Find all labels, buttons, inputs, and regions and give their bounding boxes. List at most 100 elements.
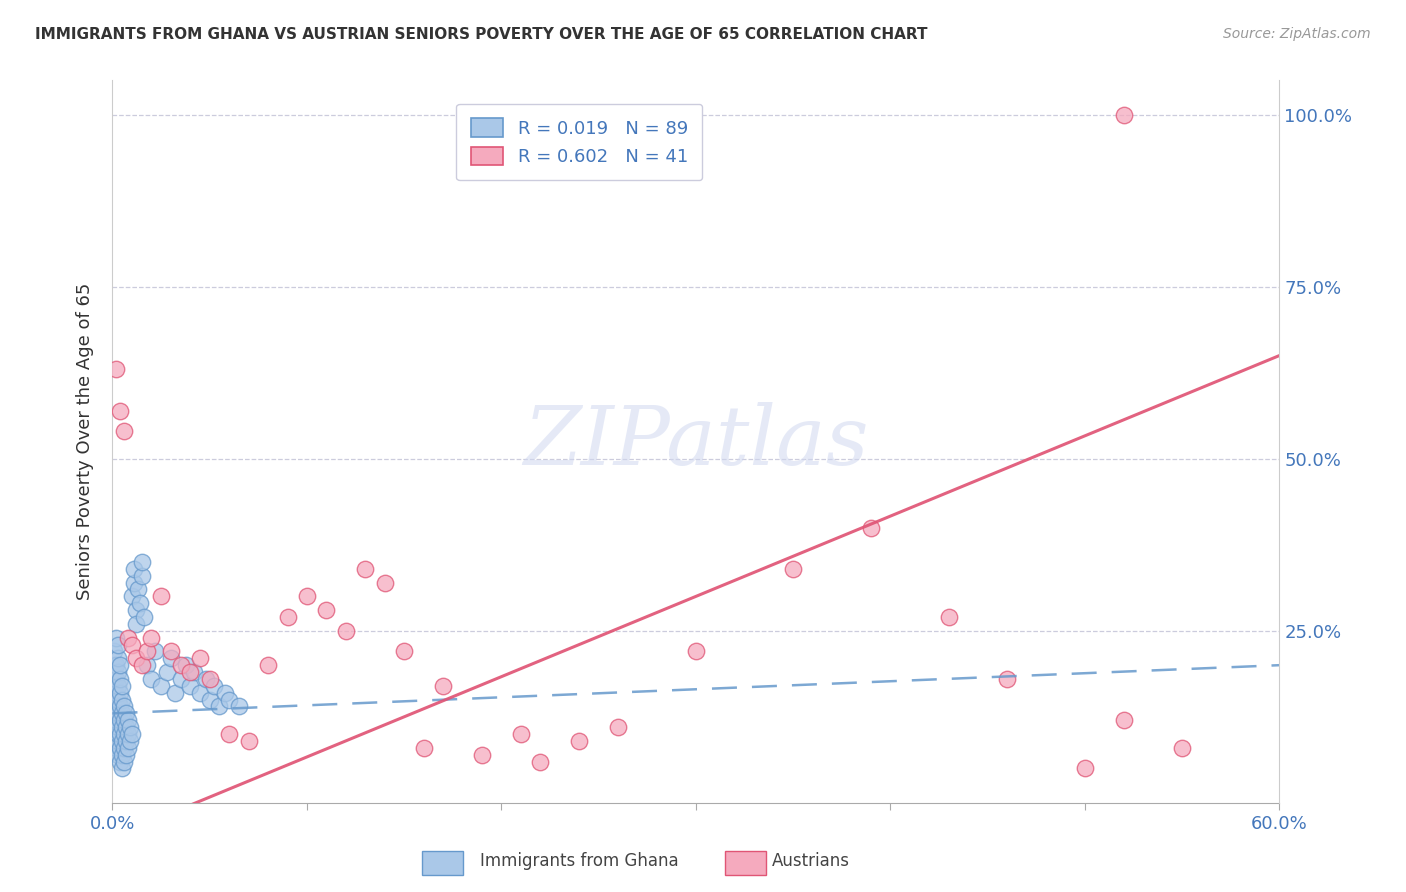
Point	[107, 706, 129, 721]
Point	[176, 658, 198, 673]
Point	[295, 590, 318, 604]
Point	[107, 727, 129, 741]
Point	[105, 727, 128, 741]
Point	[107, 638, 129, 652]
Point	[107, 720, 129, 734]
Point	[938, 610, 960, 624]
Point	[111, 720, 134, 734]
Point	[115, 734, 138, 748]
Point	[128, 596, 150, 610]
Point	[208, 699, 231, 714]
Point	[529, 755, 551, 769]
Point	[103, 658, 125, 673]
Point	[218, 692, 240, 706]
Point	[103, 644, 125, 658]
Point	[121, 727, 143, 741]
Point	[105, 686, 128, 700]
Point	[110, 658, 132, 673]
Point	[110, 699, 132, 714]
Point	[131, 658, 153, 673]
Point	[509, 727, 531, 741]
Point	[276, 610, 298, 624]
Point	[150, 590, 173, 604]
Point	[115, 720, 138, 734]
Point	[150, 679, 173, 693]
Point	[860, 520, 883, 534]
Point	[112, 755, 135, 769]
Point	[110, 672, 132, 686]
Point	[111, 734, 134, 748]
Point	[188, 651, 211, 665]
Point	[105, 740, 128, 755]
Point	[105, 672, 128, 686]
Point	[107, 747, 129, 762]
Point	[131, 568, 153, 582]
Text: Source: ZipAtlas.com: Source: ZipAtlas.com	[1223, 27, 1371, 41]
Point	[105, 713, 128, 727]
Point	[110, 403, 132, 417]
Point	[111, 761, 134, 775]
Point	[125, 616, 148, 631]
Point	[183, 665, 205, 679]
Point	[105, 699, 128, 714]
Point	[121, 590, 143, 604]
Text: IMMIGRANTS FROM GHANA VS AUSTRIAN SENIORS POVERTY OVER THE AGE OF 65 CORRELATION: IMMIGRANTS FROM GHANA VS AUSTRIAN SENIOR…	[35, 27, 928, 42]
Point	[141, 672, 163, 686]
Point	[111, 679, 134, 693]
Point	[103, 706, 125, 721]
Point	[136, 658, 159, 673]
Bar	[422, 851, 463, 875]
Point	[143, 644, 166, 658]
Point	[122, 562, 145, 576]
Point	[111, 747, 134, 762]
Point	[198, 692, 221, 706]
Point	[125, 651, 148, 665]
Bar	[725, 851, 766, 875]
Point	[1112, 108, 1135, 122]
Point	[112, 424, 135, 438]
Point	[315, 603, 337, 617]
Point	[782, 562, 804, 576]
Point	[105, 658, 128, 673]
Point	[374, 575, 396, 590]
Y-axis label: Seniors Poverty Over the Age of 65: Seniors Poverty Over the Age of 65	[76, 283, 94, 600]
Point	[179, 679, 201, 693]
Point	[179, 665, 201, 679]
Point	[110, 727, 132, 741]
Point	[112, 713, 135, 727]
Point	[132, 610, 155, 624]
Point	[160, 651, 183, 665]
Point	[198, 672, 221, 686]
Point	[107, 692, 129, 706]
Point	[141, 631, 163, 645]
Point	[194, 672, 217, 686]
Point	[105, 706, 128, 721]
Point	[335, 624, 357, 638]
Point	[110, 713, 132, 727]
Point	[112, 699, 135, 714]
Point	[238, 734, 260, 748]
Point	[1074, 761, 1097, 775]
Point	[112, 740, 135, 755]
Point	[118, 734, 141, 748]
Point	[156, 665, 179, 679]
Point	[169, 658, 191, 673]
Point	[105, 362, 128, 376]
Point	[107, 679, 129, 693]
Point	[169, 672, 191, 686]
Point	[115, 706, 138, 721]
Point	[995, 672, 1018, 686]
Point	[103, 713, 125, 727]
Point	[110, 686, 132, 700]
Point	[214, 686, 236, 700]
Point	[110, 755, 132, 769]
Point	[202, 679, 225, 693]
Point	[103, 679, 125, 693]
Point	[218, 727, 240, 741]
Point	[118, 720, 141, 734]
Point	[107, 734, 129, 748]
Point	[105, 631, 128, 645]
Point	[103, 672, 125, 686]
Point	[103, 699, 125, 714]
Point	[568, 734, 591, 748]
